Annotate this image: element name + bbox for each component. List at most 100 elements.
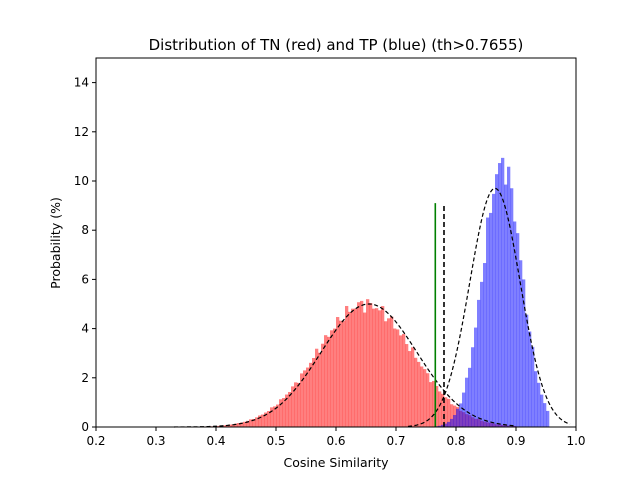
- histogram-bar: [354, 308, 358, 427]
- y-tick-label: 14: [74, 76, 89, 90]
- x-axis-ticks: 0.2 0.3 0.4 0.5 0.6 0.7 0.8 0.9 1.0: [86, 427, 586, 448]
- histogram-bar: [369, 303, 373, 427]
- x-tick-label: 0.8: [446, 434, 465, 448]
- histogram-bar: [327, 336, 331, 427]
- histogram-bar: [447, 398, 451, 427]
- histogram-bar: [243, 421, 247, 427]
- histogram-bar: [438, 391, 442, 427]
- histogram-bar: [312, 357, 316, 427]
- y-tick-label: 2: [81, 371, 89, 385]
- histogram-bar: [291, 386, 295, 427]
- histogram-bar: [303, 370, 307, 427]
- fit-curve: [407, 187, 571, 427]
- histogram-bar: [255, 417, 259, 427]
- histogram-bar: [480, 281, 484, 427]
- y-tick-label: 6: [81, 272, 89, 286]
- histogram-bar: [534, 371, 538, 427]
- histogram-bar: [453, 415, 457, 427]
- histogram-bar: [414, 357, 418, 427]
- x-tick-label: 0.2: [86, 434, 105, 448]
- histogram-bar: [396, 329, 400, 427]
- histogram-bar: [390, 316, 394, 427]
- histogram-bar: [282, 398, 286, 427]
- y-tick-label: 0: [81, 420, 89, 434]
- histogram-bar: [228, 424, 232, 427]
- histogram-bar: [450, 418, 454, 427]
- fit-curve: [173, 303, 517, 428]
- histogram-bar: [351, 308, 355, 427]
- histogram-bar: [504, 184, 508, 427]
- x-tick-label: 0.9: [506, 434, 525, 448]
- histogram-bar: [234, 423, 238, 427]
- y-tick-label: 10: [74, 174, 89, 188]
- histogram-bar: [375, 308, 379, 427]
- histogram-bar: [252, 419, 256, 427]
- histogram-bar: [489, 212, 493, 427]
- histogram-bar: [216, 425, 220, 427]
- histogram-bar: [492, 193, 496, 427]
- histogram-bar: [510, 188, 514, 427]
- histogram-bar: [426, 373, 430, 427]
- histogram-bar: [348, 311, 352, 427]
- histogram-bar: [483, 263, 487, 427]
- histogram-bar: [342, 320, 346, 427]
- histogram-bar: [237, 423, 241, 427]
- histogram-bar: [393, 328, 397, 427]
- histogram-bar: [447, 421, 451, 427]
- y-axis-ticks: 0 2 4 6 8 10 12 14: [74, 76, 96, 434]
- histogram-bar: [384, 321, 388, 427]
- histogram-bar: [324, 335, 328, 427]
- histogram-bar: [441, 424, 445, 427]
- histogram-bar: [321, 343, 325, 427]
- histogram-bar: [363, 312, 367, 427]
- histogram-bar: [276, 404, 280, 427]
- x-tick-label: 0.3: [146, 434, 165, 448]
- histogram-bar: [531, 346, 535, 427]
- histogram-bar: [249, 419, 253, 427]
- histogram-bar: [420, 366, 424, 427]
- fit-curves: [173, 187, 571, 428]
- histogram-bar: [507, 166, 511, 428]
- histogram-bar: [288, 392, 292, 427]
- histogram-bar: [513, 221, 517, 427]
- histogram-bar: [444, 397, 448, 427]
- histogram-bar: [450, 404, 454, 427]
- histogram-bar: [501, 157, 505, 427]
- histogram-bar: [264, 412, 268, 427]
- histogram-bar: [411, 347, 415, 427]
- y-tick-label: 4: [81, 322, 89, 336]
- histogram-bar: [222, 425, 226, 427]
- histogram-bar: [486, 217, 490, 427]
- histogram-bar: [537, 382, 541, 427]
- histogram-bar: [357, 302, 361, 427]
- histogram-bar: [258, 415, 262, 427]
- histogram-bar: [405, 344, 409, 427]
- histogram-bar: [432, 380, 436, 427]
- histogram-bar: [543, 403, 547, 427]
- histogram-bar: [267, 411, 271, 427]
- histogram-bar: [378, 310, 382, 427]
- y-tick-label: 12: [74, 125, 89, 139]
- histogram-bar: [444, 423, 448, 427]
- histogram-bar: [435, 386, 439, 427]
- histogram-bar: [525, 314, 529, 427]
- histogram-bar: [330, 330, 334, 427]
- histogram-bar: [240, 422, 244, 427]
- histogram-bar: [474, 327, 478, 427]
- histogram-bar: [522, 279, 526, 427]
- histogram-bar: [294, 382, 298, 427]
- histogram-bar: [372, 308, 376, 427]
- histogram-bar: [477, 299, 481, 427]
- histogram-bar: [339, 320, 343, 427]
- histogram-bar: [540, 394, 544, 427]
- histogram-bar: [456, 408, 460, 427]
- histogram-bar: [423, 369, 427, 427]
- histogram-bar: [336, 317, 340, 427]
- histogram-bar: [315, 348, 319, 427]
- y-tick-label: 8: [81, 223, 89, 237]
- histogram-bar: [468, 367, 472, 427]
- histogram-bar: [381, 306, 385, 427]
- histogram-bar: [246, 420, 250, 427]
- histogram-bar: [360, 300, 364, 427]
- x-tick-label: 0.6: [326, 434, 345, 448]
